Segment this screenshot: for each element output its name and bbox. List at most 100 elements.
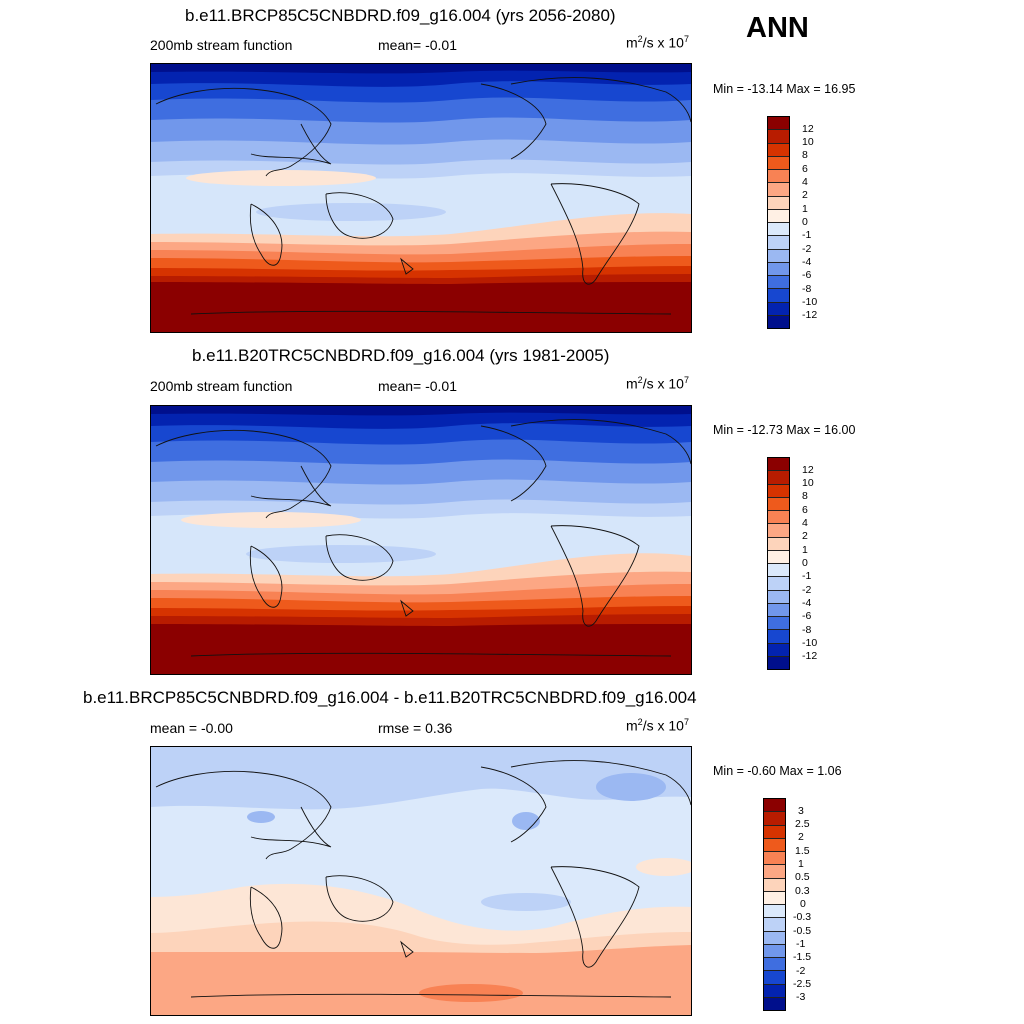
panel3-colorbar-label: -2 — [796, 965, 806, 977]
panel1-coastlines — [155, 77, 691, 315]
panel2-variable-label: 200mb stream function — [150, 378, 293, 394]
panel3-colorbar-label: 0 — [800, 898, 806, 910]
panel2-colorbar-cell — [768, 643, 789, 657]
panel2-colorbar-label: -8 — [802, 624, 812, 636]
panel1-colorbar-cell — [768, 276, 789, 290]
panel2-colorbar-label: -12 — [802, 650, 818, 662]
panel1-colorbar-label: 10 — [802, 136, 814, 148]
panel3-colorbar-cell — [764, 812, 785, 826]
panel1-colorbar-cell — [768, 302, 789, 316]
panel3-colorbar-label: 3 — [798, 805, 804, 817]
panel1-colorbar-cell — [768, 170, 789, 184]
panel3-colorbar-cell — [764, 838, 785, 852]
panel1-mean-label: mean= -0.01 — [378, 37, 457, 53]
panel3-colorbar-label: -3 — [796, 991, 806, 1003]
panel3-contour-field — [151, 747, 691, 1015]
panel3-colorbar-cell — [764, 891, 785, 905]
panel1-title: b.e11.BRCP85C5CNBDRD.f09_g16.004 (yrs 20… — [185, 6, 616, 25]
panel3-colorbar-cell — [764, 905, 785, 919]
season-label: ANN — [746, 12, 809, 44]
panel1-colorbar-label: -8 — [802, 283, 812, 295]
panel1-colorbar-label: 0 — [802, 216, 808, 228]
panel1-colorbar-cell — [768, 315, 789, 328]
panel3-colorbar-label: 2 — [798, 831, 804, 843]
panel3-colorbar-cell — [764, 971, 785, 985]
panel3-title: b.e11.BRCP85C5CNBDRD.f09_g16.004 - b.e11… — [83, 688, 697, 707]
panel3-colorbar-cell — [764, 931, 785, 945]
panel2-colorbar-label: 2 — [802, 530, 808, 542]
panel1-colorbar-cell — [768, 209, 789, 223]
panel2-colorbar-cell — [768, 458, 789, 472]
panel1-colorbar-cell — [768, 156, 789, 170]
panel2-colorbar-cell — [768, 524, 789, 538]
panel2-colorbar-cell — [768, 550, 789, 564]
panel1-colorbar-label: 6 — [802, 163, 808, 175]
panel1-variable-label: 200mb stream function — [150, 37, 293, 53]
panel3-colorbar-label: 0.5 — [795, 871, 810, 883]
panel1-colorbar-cell — [768, 117, 789, 131]
panel2-colorbar-cell — [768, 484, 789, 498]
panel3-colorbar-cell — [764, 918, 785, 932]
panel3-colorbar-cell — [764, 997, 785, 1010]
panel3-colorbar — [763, 798, 786, 1011]
panel2-colorbar-label: 1 — [802, 544, 808, 556]
panel3-map — [150, 746, 692, 1016]
panel3-colorbar-label: -2.5 — [793, 978, 812, 990]
panel1-minmax: Min = -13.14 Max = 16.95 — [713, 82, 856, 96]
panel1-colorbar-cell — [768, 262, 789, 276]
panel2-colorbar-cell — [768, 564, 789, 578]
panel3-colorbar-label: 0.3 — [795, 885, 810, 897]
panel2-colorbar — [767, 457, 790, 670]
panel1-colorbar-label: 1 — [802, 203, 808, 215]
panel1-colorbar-label: 2 — [802, 189, 808, 201]
panel1-colorbar-label: -4 — [802, 256, 812, 268]
panel2-colorbar-label: -4 — [802, 597, 812, 609]
panel2-colorbar-cell — [768, 577, 789, 591]
panel1-colorbar-label: -2 — [802, 243, 812, 255]
panel3-units: m2/s x 107 — [626, 717, 689, 734]
panel2-colorbar-label: 4 — [802, 517, 808, 529]
panel2-colorbar-label: -1 — [802, 570, 812, 582]
panel3-colorbar-label: -0.3 — [793, 911, 812, 923]
panel1-colorbar-cell — [768, 143, 789, 157]
panel1-colorbar-cell — [768, 183, 789, 197]
panel1-colorbar-cell — [768, 196, 789, 210]
panel3-colorbar-cell — [764, 852, 785, 866]
panel2-colorbar-cell — [768, 511, 789, 525]
panel2-minmax: Min = -12.73 Max = 16.00 — [713, 423, 856, 437]
panel3-colorbar-cell — [764, 958, 785, 972]
panel2-colorbar-cell — [768, 603, 789, 617]
panel1-colorbar-cell — [768, 130, 789, 144]
panel1-colorbar-cell — [768, 236, 789, 250]
panel3-colorbar-label: 2.5 — [795, 818, 810, 830]
panel2-colorbar-label: 8 — [802, 490, 808, 502]
panel2-coastlines — [155, 419, 691, 657]
panel2-colorbar-label: -2 — [802, 584, 812, 596]
panel3-rmse-label: rmse = 0.36 — [378, 720, 453, 736]
panel2-map — [150, 405, 692, 675]
panel2-colorbar-cell — [768, 656, 789, 669]
panel2-colorbar-label: 6 — [802, 504, 808, 516]
panel2-colorbar-label: -10 — [802, 637, 818, 649]
panel2-units: m2/s x 107 — [626, 375, 689, 392]
panel3-minmax: Min = -0.60 Max = 1.06 — [713, 764, 842, 778]
panel3-colorbar-label: -0.5 — [793, 925, 812, 937]
panel2-colorbar-cell — [768, 630, 789, 644]
panel3-colorbar-label: 1 — [798, 858, 804, 870]
panel1-units: m2/s x 107 — [626, 34, 689, 51]
panel1-colorbar-cell — [768, 249, 789, 263]
panel2-colorbar-cell — [768, 497, 789, 511]
panel3-mean-label: mean = -0.00 — [150, 720, 233, 736]
panel1-colorbar-label: 12 — [802, 123, 814, 135]
panel1-colorbar-label: -12 — [802, 309, 818, 321]
panel2-contour-field — [151, 406, 691, 674]
panel3-colorbar-cell — [764, 944, 785, 958]
panel2-title: b.e11.B20TRC5CNBDRD.f09_g16.004 (yrs 198… — [192, 346, 610, 365]
panel3-colorbar-cell — [764, 878, 785, 892]
panel1-colorbar-label: 8 — [802, 149, 808, 161]
panel2-colorbar-cell — [768, 537, 789, 551]
panel1-colorbar-label: 4 — [802, 176, 808, 188]
panel2-colorbar-label: 0 — [802, 557, 808, 569]
panel3-colorbar-cell — [764, 825, 785, 839]
panel2-colorbar-cell — [768, 617, 789, 631]
